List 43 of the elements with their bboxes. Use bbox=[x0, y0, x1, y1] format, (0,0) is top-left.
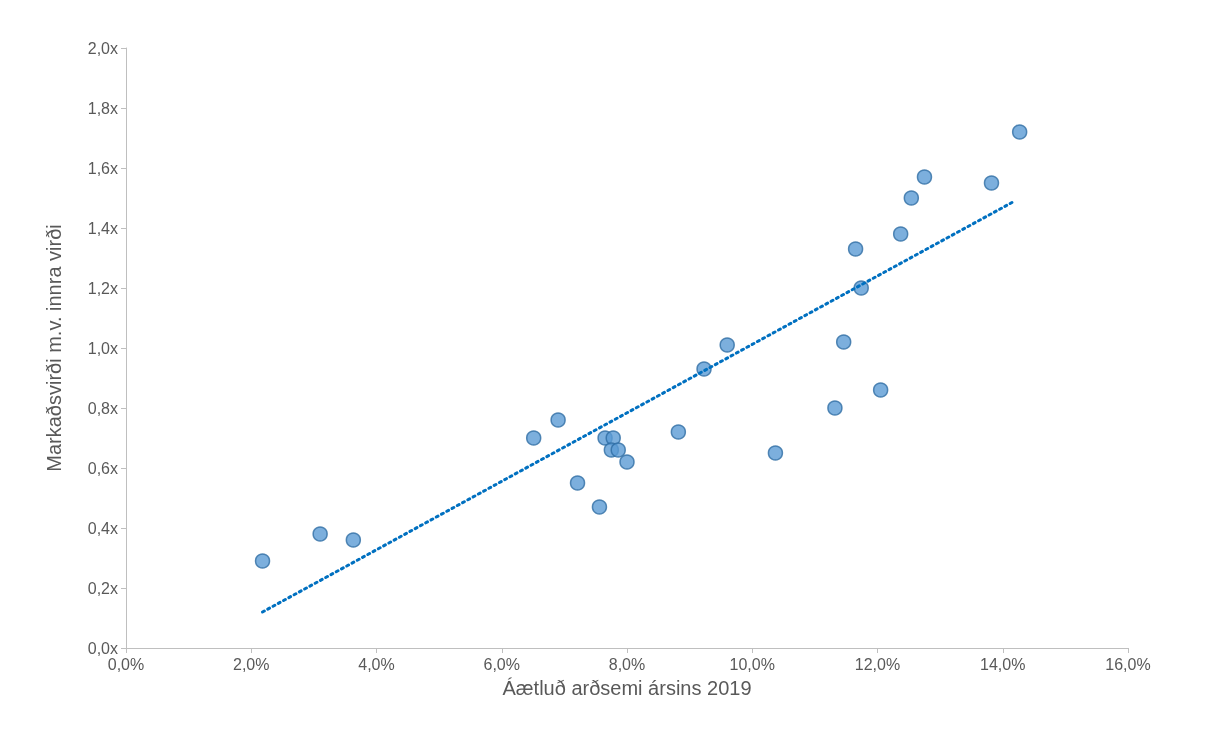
y-tick-label: 0,8x bbox=[87, 399, 118, 417]
point bbox=[1011, 124, 1028, 140]
point bbox=[827, 400, 843, 416]
y-tick-label: 0,4x bbox=[87, 519, 118, 537]
x-tick-label: 4,0% bbox=[358, 655, 395, 673]
y-axis-title: Markaðsvirði m.v. innra virði bbox=[43, 224, 65, 472]
point bbox=[892, 226, 909, 242]
point bbox=[835, 334, 852, 350]
point bbox=[767, 445, 784, 461]
point bbox=[916, 169, 933, 185]
point bbox=[312, 526, 328, 542]
point bbox=[610, 442, 626, 458]
y-tick-label: 1,8x bbox=[87, 99, 118, 117]
y-tick-label: 1,6x bbox=[87, 159, 118, 177]
point bbox=[872, 382, 889, 398]
y-tick-label: 0,6x bbox=[87, 459, 118, 477]
point bbox=[847, 241, 864, 257]
point bbox=[550, 412, 566, 428]
y-tick-label: 0,2x bbox=[87, 579, 118, 597]
point bbox=[345, 532, 362, 548]
x-tick-label: 6,0% bbox=[483, 655, 520, 673]
y-tick-label: 2,0x bbox=[87, 39, 118, 57]
x-tick-label: 0,0% bbox=[107, 655, 145, 673]
point bbox=[983, 175, 1000, 191]
x-tick-label: 2,0% bbox=[233, 655, 270, 673]
x-tick-label: 14,0% bbox=[980, 655, 1026, 673]
y-tick-label: 1,2x bbox=[87, 279, 118, 297]
x-tick-label: 16,0% bbox=[1105, 655, 1151, 673]
y-tick-label: 1,4x bbox=[87, 219, 118, 237]
point bbox=[525, 430, 542, 446]
x-axis-title: Áætluð arðsemi ársins 2019 bbox=[502, 677, 752, 699]
point bbox=[254, 553, 271, 569]
y-tick-label: 1,0x bbox=[87, 339, 118, 357]
point bbox=[591, 499, 608, 515]
point bbox=[903, 190, 920, 206]
x-tick-label: 10,0% bbox=[729, 655, 775, 673]
point bbox=[670, 424, 687, 440]
point bbox=[569, 475, 586, 491]
point bbox=[719, 337, 735, 353]
x-tick-label: 8,0% bbox=[608, 655, 646, 673]
x-tick-label: 12,0% bbox=[854, 655, 901, 673]
point bbox=[619, 454, 635, 470]
y-tick-label: 0,0x bbox=[87, 639, 118, 657]
